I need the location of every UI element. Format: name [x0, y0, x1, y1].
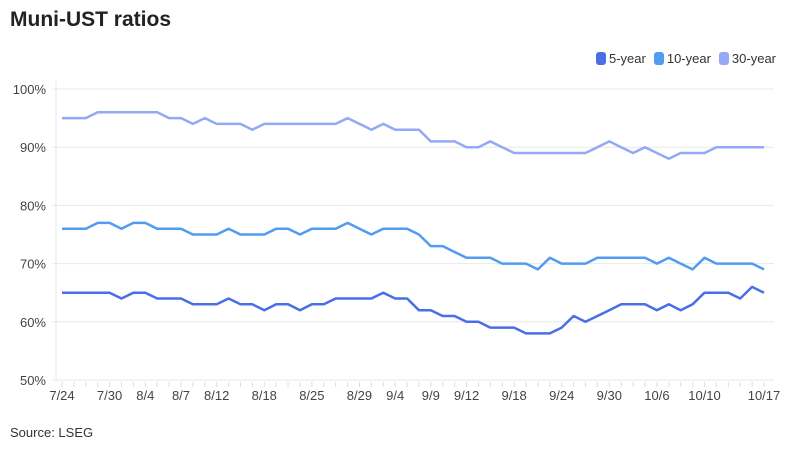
legend-label: 10-year — [666, 51, 711, 66]
legend-swatch — [595, 52, 606, 65]
x-tick-label: 8/4 — [136, 388, 154, 403]
legend-item-30-year: 30-year — [718, 51, 776, 66]
x-tick-label: 9/9 — [422, 388, 440, 403]
x-tick-label: 7/30 — [97, 388, 122, 403]
x-tick-label: 9/12 — [454, 388, 479, 403]
series-line-5-year — [62, 285, 765, 335]
x-tick-label: 9/4 — [386, 388, 404, 403]
legend: 5-year 10-year 30-year — [595, 51, 776, 66]
legend-label: 30-year — [731, 51, 776, 66]
y-tick-label: 90% — [20, 140, 46, 155]
y-tick-label: 70% — [20, 257, 46, 272]
chart-title: Muni-UST ratios — [10, 8, 171, 31]
x-tick-label: 9/24 — [549, 388, 574, 403]
x-tick-label: 10/17 — [748, 388, 781, 403]
legend-item-10-year: 10-year — [653, 51, 711, 66]
y-tick-label: 60% — [20, 315, 46, 330]
y-tick-label: 100% — [13, 82, 47, 97]
x-tick-label: 8/25 — [299, 388, 324, 403]
series-line-30-year — [62, 111, 764, 161]
x-tick-label: 8/12 — [204, 388, 229, 403]
source-note: Source: LSEG — [10, 425, 94, 440]
x-tick-label: 8/29 — [347, 388, 372, 403]
y-tick-label: 50% — [20, 373, 46, 388]
x-tick-label: 9/30 — [597, 388, 622, 403]
legend-swatch — [653, 52, 664, 65]
x-tick-label: 9/18 — [501, 388, 526, 403]
legend-swatch — [718, 52, 729, 65]
legend-label: 5-year — [608, 51, 646, 66]
y-tick-label: 80% — [20, 198, 46, 213]
series-line-10-year — [62, 221, 765, 271]
x-tick-label: 10/10 — [688, 388, 721, 403]
x-tick-label: 8/7 — [172, 388, 190, 403]
x-tick-label: 7/24 — [49, 388, 74, 403]
x-tick-label: 8/18 — [252, 388, 277, 403]
x-tick-label: 10/6 — [644, 388, 669, 403]
legend-item-5-year: 5-year — [595, 51, 646, 66]
